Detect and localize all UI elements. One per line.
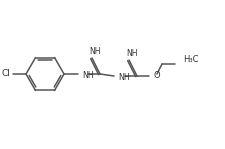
Text: NH: NH [89, 46, 101, 55]
Text: Cl: Cl [2, 69, 10, 79]
Text: H₃C: H₃C [183, 55, 198, 65]
Text: NH: NH [82, 71, 94, 80]
Text: NH: NH [118, 73, 130, 83]
Text: O: O [154, 72, 161, 80]
Text: NH: NH [126, 49, 137, 58]
